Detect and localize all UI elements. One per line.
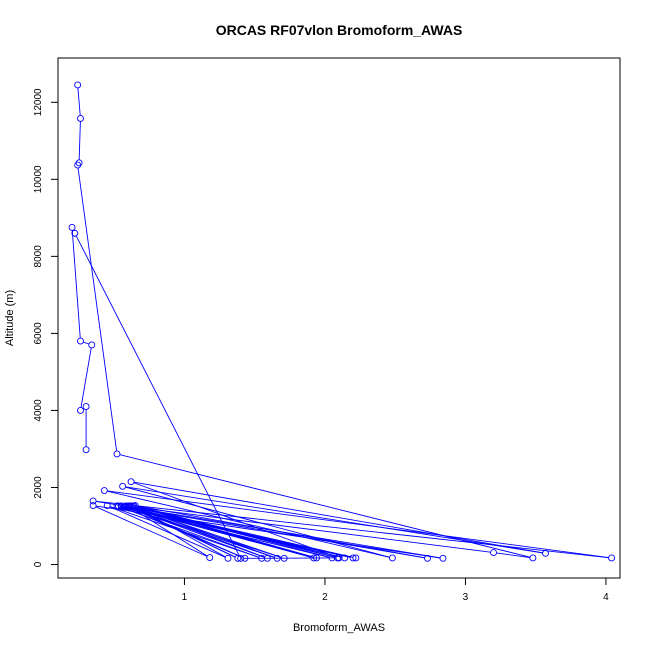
data-point — [127, 478, 135, 486]
series-segment — [83, 341, 90, 345]
series-segment — [96, 500, 609, 559]
series-segment — [130, 507, 208, 557]
data-point — [89, 497, 97, 505]
y-tick-label: 10000 — [33, 165, 44, 193]
data-point — [113, 450, 121, 458]
data-point — [74, 81, 82, 89]
data-point — [206, 554, 214, 562]
series-segment — [128, 505, 491, 553]
data-series — [68, 81, 616, 562]
series-segment — [109, 506, 226, 558]
data-point — [352, 554, 360, 562]
plot-frame — [57, 57, 621, 579]
series-segment — [132, 506, 265, 558]
data-point — [234, 554, 242, 562]
series-segment — [132, 507, 236, 558]
data-point — [103, 502, 111, 510]
data-point — [241, 554, 249, 562]
data-point — [388, 554, 396, 562]
data-point — [224, 554, 232, 562]
y-tick-label: 8000 — [33, 245, 44, 268]
data-point — [89, 502, 97, 510]
x-tick-label: 4 — [603, 592, 609, 603]
data-point — [237, 554, 245, 562]
data-point — [114, 502, 122, 510]
series-segment — [125, 486, 543, 554]
series-segment — [75, 235, 240, 556]
data-point — [310, 554, 318, 562]
data-point — [82, 403, 90, 411]
x-tick-label: 3 — [463, 592, 469, 603]
data-point — [263, 554, 271, 562]
x-axis-label: Bromoform_AWAS — [293, 622, 385, 634]
data-point — [77, 337, 84, 345]
data-point — [88, 341, 96, 349]
data-point — [124, 502, 132, 510]
series-segment — [125, 486, 390, 558]
data-point — [117, 502, 125, 510]
data-point — [313, 554, 320, 562]
data-point — [424, 554, 431, 562]
chart-title: ORCAS RF07vlon Bromoform_AWAS — [216, 22, 463, 38]
data-point — [542, 549, 549, 557]
y-axis: 0 2000 4000 6000 8000 10000 12000 — [33, 88, 58, 567]
data-point — [490, 549, 497, 557]
data-point — [68, 224, 76, 231]
series-segment — [109, 506, 260, 558]
x-tick-label: 2 — [322, 592, 328, 603]
y-tick-label: 6000 — [33, 322, 44, 345]
y-axis-label: Altitude (m) — [4, 290, 16, 346]
data-point — [608, 554, 616, 562]
series-segment — [77, 167, 118, 452]
data-point — [273, 554, 281, 562]
series-segment — [77, 87, 81, 116]
data-point — [100, 487, 108, 495]
series-segment — [133, 481, 543, 554]
data-point — [439, 554, 447, 562]
x-axis: 1 2 3 4 — [182, 578, 609, 603]
data-point — [119, 482, 127, 490]
data-point — [280, 554, 288, 562]
series-segment — [80, 347, 92, 408]
data-point — [77, 406, 84, 414]
series-segment — [96, 501, 441, 559]
x-tick-label: 1 — [182, 592, 188, 603]
data-point — [349, 554, 357, 562]
series-segment — [128, 506, 425, 559]
series-segment — [78, 121, 81, 160]
data-point — [335, 554, 343, 562]
series-segment — [133, 482, 337, 558]
data-point — [74, 161, 82, 169]
y-tick-label: 12000 — [33, 88, 44, 116]
data-point — [121, 503, 129, 511]
series-segment — [123, 506, 282, 558]
series-segment — [71, 230, 81, 339]
series-segment — [95, 506, 208, 557]
series-segment — [107, 490, 609, 559]
series-segment — [496, 552, 530, 559]
y-tick-label: 4000 — [33, 399, 44, 422]
y-tick-label: 2000 — [33, 476, 44, 499]
series-segment — [131, 506, 354, 558]
data-point — [529, 554, 537, 562]
y-tick-label: 0 — [33, 561, 44, 567]
data-point — [71, 229, 79, 237]
data-point — [82, 446, 90, 454]
data-point — [77, 115, 84, 122]
